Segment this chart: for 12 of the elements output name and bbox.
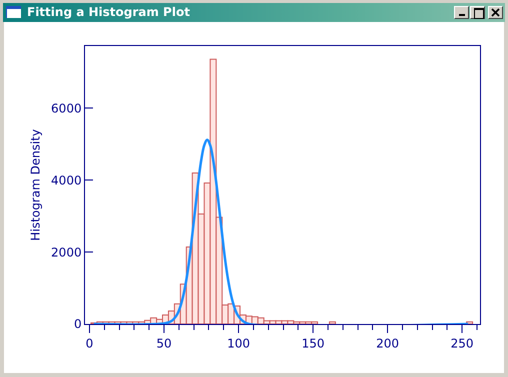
chart-title: Fitting a Histogram Plot: [27, 5, 190, 19]
y-axis-title: Histogram Density: [28, 129, 42, 241]
y-tick-label: 4000: [51, 173, 82, 188]
x-tick-label: 200: [376, 336, 400, 350]
x-tick-label: 0: [86, 336, 94, 350]
x-tick-label: 100: [227, 336, 250, 350]
x-tick-label: 50: [156, 336, 172, 350]
y-tick-label: 6000: [51, 101, 82, 116]
x-tick-label: 250: [450, 336, 474, 350]
x-tick-label: 150: [302, 336, 325, 350]
y-tick-label: 2000: [51, 245, 82, 260]
y-tick-label: 0: [74, 317, 82, 332]
